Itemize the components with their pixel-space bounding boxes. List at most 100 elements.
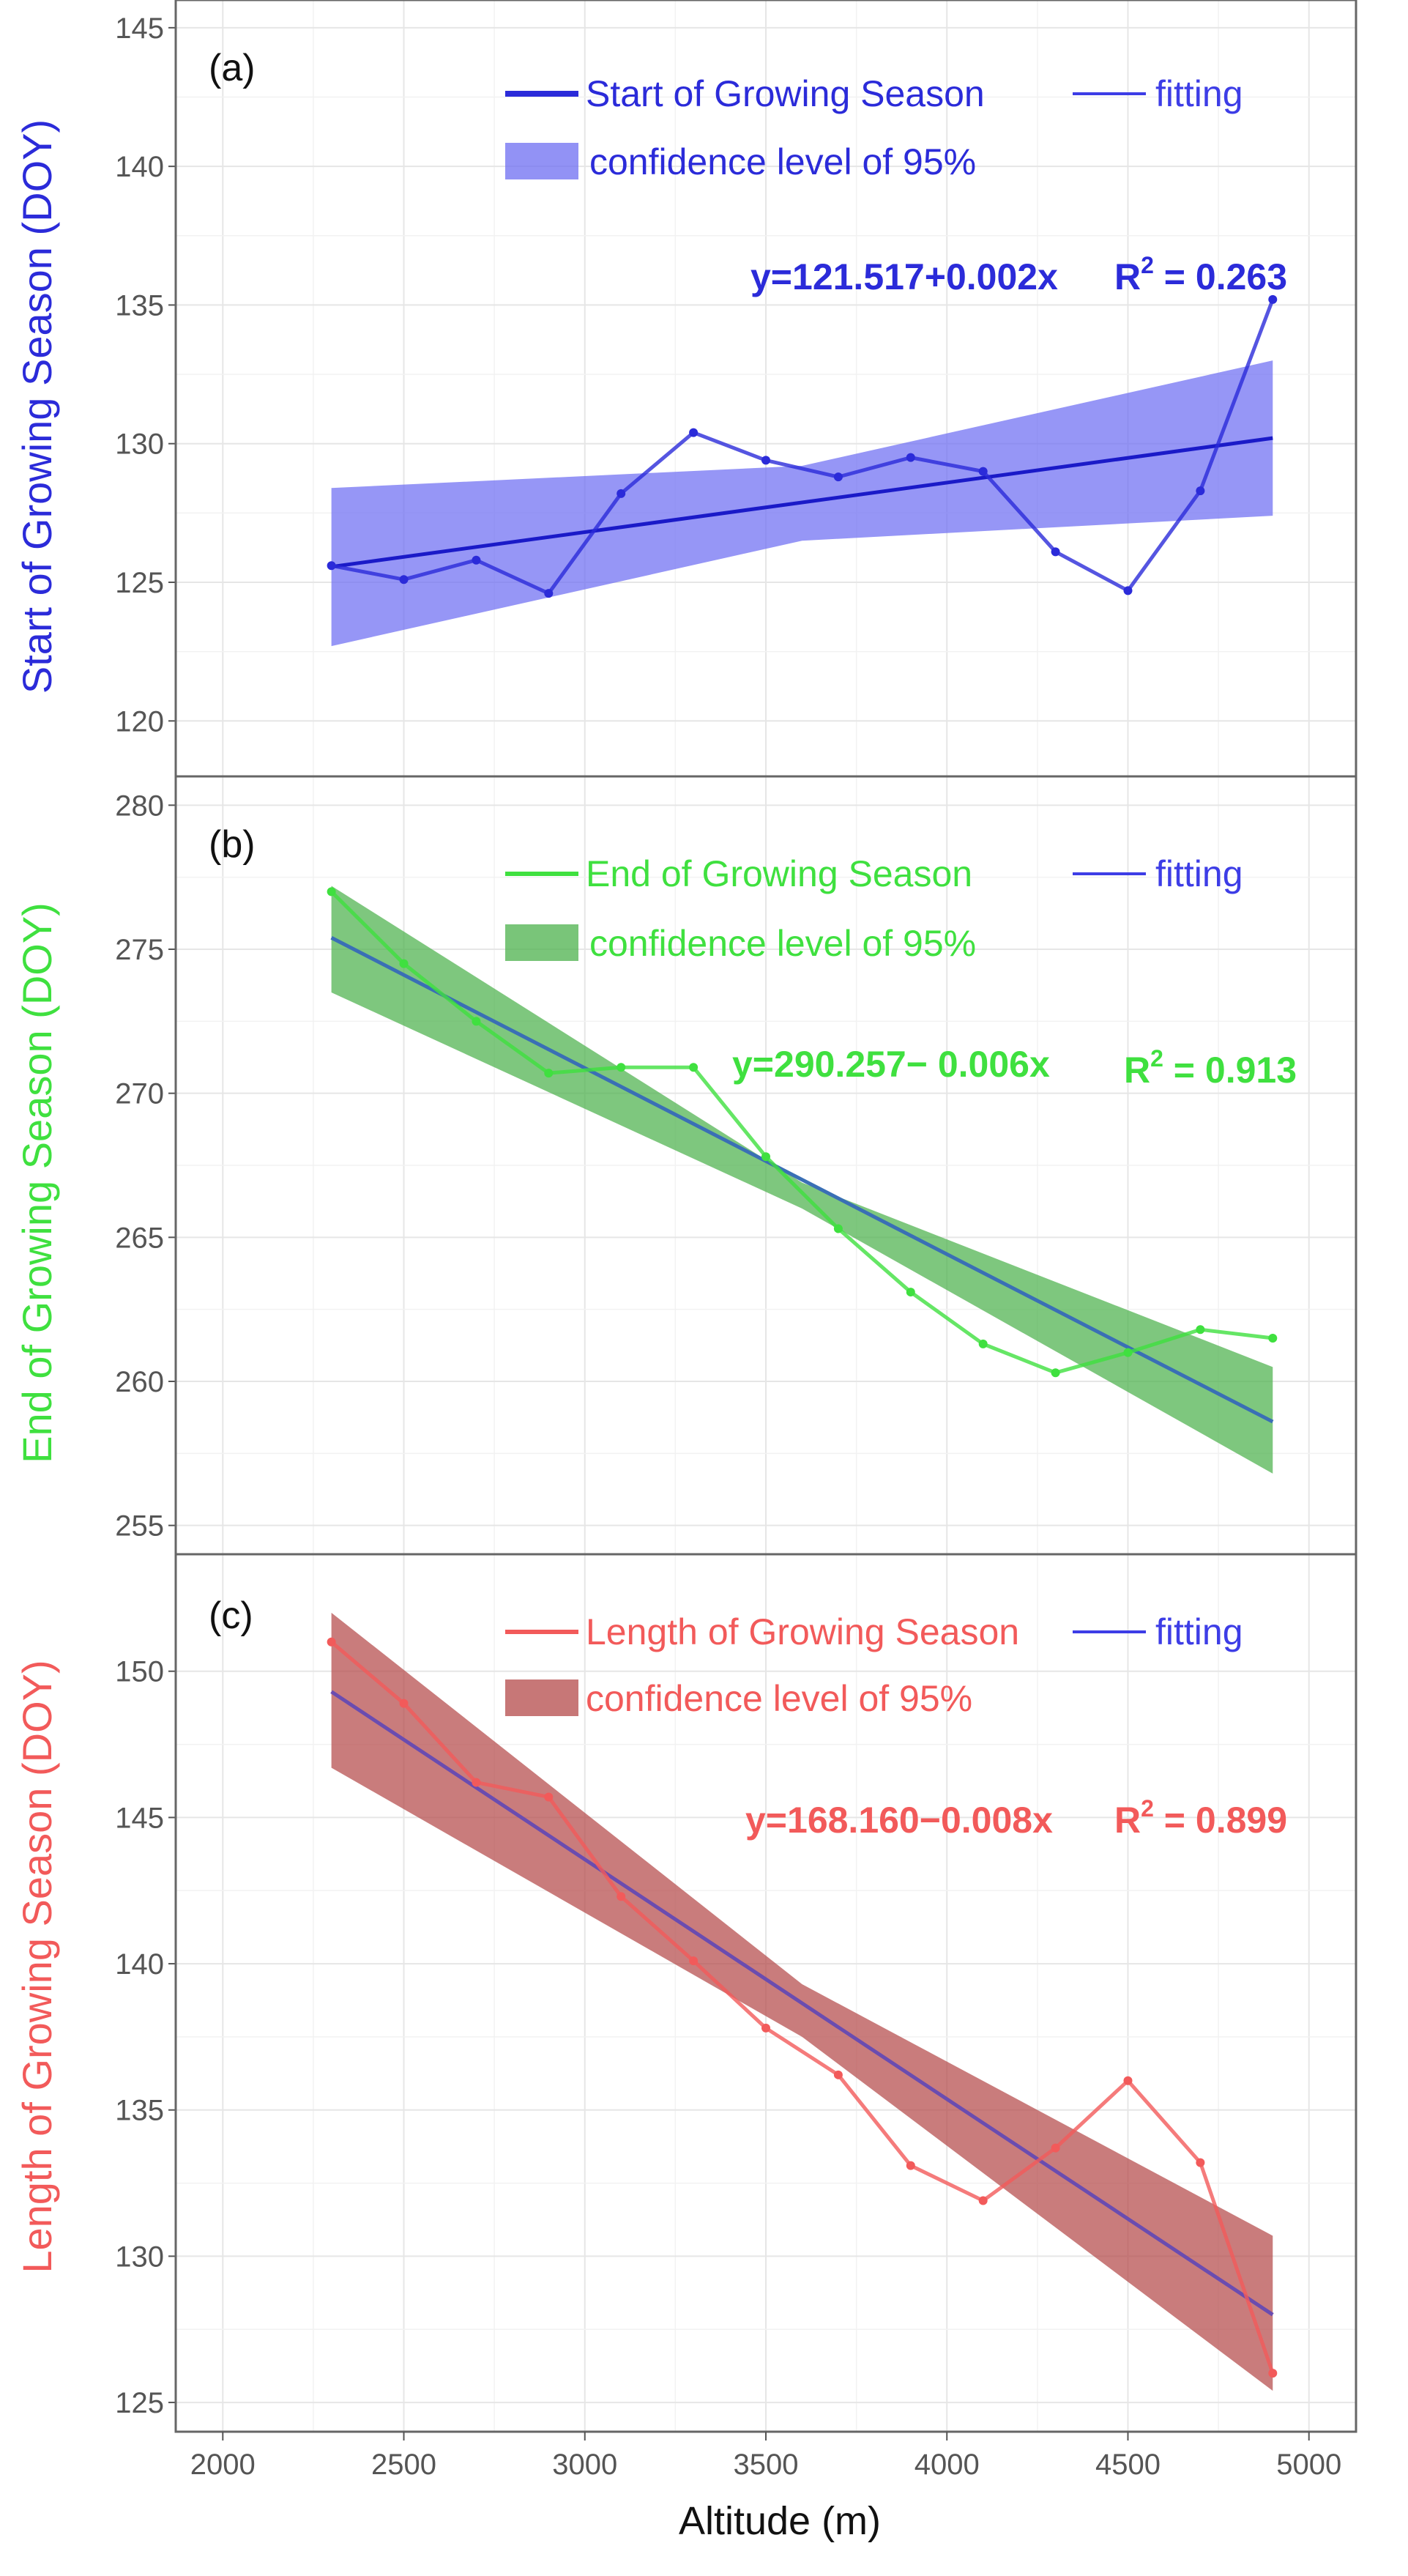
data-point — [1268, 294, 1278, 304]
data-point — [689, 1956, 699, 1966]
data-point — [617, 1892, 626, 1901]
y-tick-label: 125 — [115, 2387, 164, 2419]
data-point — [1268, 1334, 1278, 1343]
data-point — [327, 887, 336, 897]
y-tick-label: 130 — [115, 428, 164, 461]
data-point — [327, 561, 336, 571]
regression-equation: y=121.517+0.002x — [750, 256, 1058, 297]
data-point — [1051, 2143, 1060, 2153]
x-tick-label: 2000 — [190, 2449, 256, 2481]
fit-line-segment — [330, 936, 1274, 1424]
data-point — [761, 1152, 770, 1162]
panel-length-of-growing-season: 125 130 135 140 145 150 (c) Length of Growing… — [14, 1554, 1356, 2432]
x-axis-label: Altitude (m) — [679, 2499, 881, 2543]
series-line — [329, 890, 1273, 1375]
data-point — [472, 1017, 481, 1026]
y-axis-label: Length of Growing Season (DOY) — [14, 1660, 60, 2273]
legend-series-label: Length of Growing Season — [586, 1611, 1019, 1652]
y-tick-label: 135 — [115, 289, 164, 322]
data-point — [761, 456, 770, 465]
fit-line — [330, 1690, 1274, 2317]
series-line — [330, 1640, 1275, 2374]
r-squared-label: R2 = 0.913 — [1124, 1045, 1297, 1091]
data-point — [617, 489, 626, 498]
data-point — [906, 453, 915, 462]
data-point — [327, 1637, 336, 1647]
data-point — [833, 1224, 843, 1233]
x-tick-label: 5000 — [1276, 2449, 1341, 2481]
legend-fit-label: fitting — [1155, 73, 1243, 114]
fit-line-segment — [330, 1690, 1274, 2317]
legend-band-swatch — [505, 143, 578, 179]
y-tick-label: 270 — [115, 1078, 164, 1110]
confidence-band-area — [331, 886, 1273, 1474]
y-tick-label: 260 — [115, 1366, 164, 1398]
y-tick-label: 145 — [115, 12, 164, 45]
data-point — [399, 959, 409, 968]
y-axis-ticks: 255 260 265 270 275 280 — [115, 790, 176, 1543]
x-tick-label: 4000 — [915, 2449, 980, 2481]
data-point — [1196, 1325, 1205, 1335]
y-tick-label: 275 — [115, 934, 164, 966]
legend-band-label: confidence level of 95% — [589, 923, 976, 964]
y-tick-label: 150 — [115, 1656, 164, 1688]
regression-equation: y=290.257− 0.006x — [732, 1044, 1050, 1085]
legend: End of Growing Season fitting confidence… — [505, 853, 1243, 964]
y-axis-label: Start of Growing Season (DOY) — [14, 119, 60, 694]
data-point — [1051, 1368, 1060, 1378]
legend-fit-label: fitting — [1155, 853, 1243, 894]
panel-label: (c) — [209, 1595, 253, 1637]
x-axis-ticks: 2000 2500 3000 3500 4000 4500 5000 — [190, 2432, 1341, 2481]
panel-label: (b) — [209, 823, 256, 866]
r-squared-superscript: 2 — [1141, 1795, 1154, 1822]
data-point — [1123, 586, 1133, 595]
r-squared-value: = 0.263 — [1154, 256, 1287, 297]
legend-fit-label: fitting — [1155, 1611, 1243, 1652]
legend-band-swatch — [505, 924, 578, 961]
legend-series-label: Start of Growing Season — [586, 73, 985, 114]
legend-band-label: confidence level of 95% — [589, 141, 976, 182]
y-tick-label: 265 — [115, 1222, 164, 1254]
panel-start-of-growing-season: 120 125 130 135 140 145 (a) Start of Growing … — [14, 0, 1356, 776]
data-point — [544, 1792, 554, 1802]
r-squared-r: R — [1124, 1050, 1150, 1091]
data-point — [833, 472, 843, 482]
r-squared-label: R2 = 0.899 — [1114, 1795, 1287, 1841]
fit-line — [331, 436, 1273, 569]
data-point — [472, 1778, 481, 1787]
r-squared-r: R — [1114, 256, 1141, 297]
y-tick-label: 140 — [115, 1948, 164, 1981]
data-point — [1196, 2158, 1205, 2167]
data-point — [978, 1339, 988, 1348]
x-tick-label: 3000 — [552, 2449, 617, 2481]
y-tick-label: 255 — [115, 1510, 164, 1543]
y-tick-label: 145 — [115, 1802, 164, 1834]
data-point — [399, 1699, 409, 1708]
data-point — [617, 1063, 626, 1072]
data-point — [1123, 2076, 1133, 2085]
data-series — [327, 887, 1278, 1378]
data-point — [1051, 547, 1060, 557]
grid-lines — [176, 0, 1356, 776]
panel-end-of-growing-season: 255 260 265 270 275 280 (b) End of Growing Se… — [14, 776, 1356, 1554]
data-point — [689, 428, 699, 437]
x-tick-label: 3500 — [734, 2449, 799, 2481]
data-point — [978, 467, 988, 476]
y-tick-label: 140 — [115, 151, 164, 183]
legend-band-swatch — [505, 1679, 578, 1716]
data-point — [833, 2070, 843, 2079]
fit-line — [330, 936, 1274, 1424]
r-squared-superscript: 2 — [1150, 1045, 1163, 1072]
confidence-band — [331, 886, 1273, 1474]
r-squared-value: = 0.913 — [1163, 1050, 1297, 1091]
r-squared-r: R — [1114, 1800, 1141, 1841]
panel-label: (a) — [209, 47, 256, 89]
r-squared-label: R2 = 0.263 — [1114, 252, 1287, 297]
y-tick-label: 135 — [115, 2095, 164, 2127]
x-tick-label: 2500 — [371, 2449, 436, 2481]
data-point — [472, 555, 481, 565]
data-point — [906, 2161, 915, 2170]
data-point — [544, 589, 554, 598]
data-point — [399, 575, 409, 584]
